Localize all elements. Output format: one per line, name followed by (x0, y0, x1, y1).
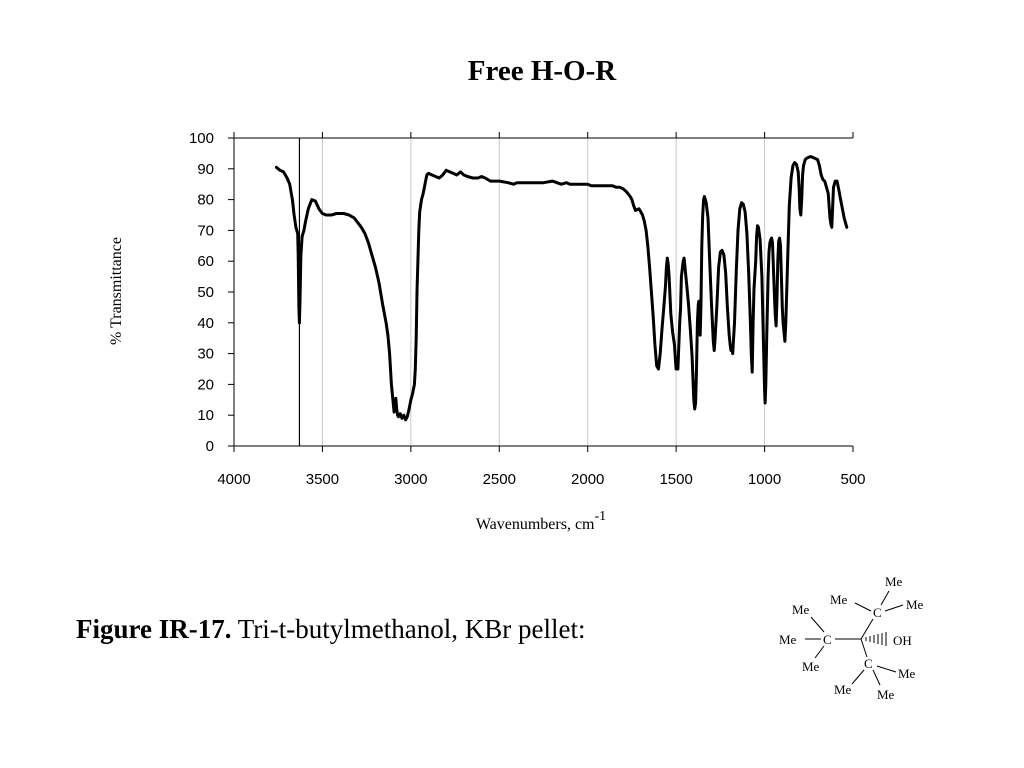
atom-me: Me (898, 666, 916, 681)
series-line (274, 155, 849, 422)
atom-c: C (823, 632, 832, 647)
y-tick-label: 50 (197, 284, 214, 301)
x-axis-label: Wavenumbers, cm-1 (476, 509, 606, 533)
hashed-wedge-bond (865, 632, 887, 646)
x-axis-ticks: 4000 3500 3000 2500 2000 1500 1000 500 (217, 132, 866, 488)
x-tick-label: 3000 (394, 471, 427, 488)
y-axis-label: % Transmittance (108, 237, 125, 345)
figure-label: Figure IR-17. (76, 614, 232, 644)
series-group (274, 155, 849, 422)
figure-caption: Figure IR-17. Tri-t-butylmethanol, KBr p… (76, 614, 585, 645)
atom-me: Me (830, 592, 848, 607)
y-tick-label: 10 (197, 407, 214, 424)
atom-me: Me (885, 574, 903, 589)
x-tick-label: 1500 (659, 471, 692, 488)
bond (876, 665, 897, 673)
x-axis-label-superscript: -1 (595, 509, 607, 524)
atom-me: Me (792, 602, 810, 617)
y-tick-label: 80 (197, 192, 214, 209)
atom-c: C (873, 605, 882, 620)
x-tick-label: 1000 (748, 471, 781, 488)
bond (860, 618, 874, 640)
x-tick-label: 2000 (571, 471, 604, 488)
y-tick-label: 0 (206, 438, 214, 455)
x-axis-label-text: Wavenumbers, cm (476, 516, 595, 533)
bond (851, 669, 865, 685)
x-tick-label: 2500 (483, 471, 516, 488)
figure-description: Tri-t-butylmethanol, KBr pellet: (231, 614, 586, 644)
bond (884, 604, 904, 612)
x-tick-label: 4000 (217, 471, 250, 488)
y-tick-label: 20 (197, 376, 214, 393)
atom-oh: OH (893, 633, 912, 648)
chart-title: Free H-O-R (468, 55, 617, 87)
bond (860, 638, 868, 658)
atom-me: Me (802, 659, 820, 674)
x-tick-label: 500 (840, 471, 865, 488)
y-tick-label: 90 (197, 161, 214, 178)
x-tick-label: 3500 (306, 471, 339, 488)
bond (872, 669, 881, 686)
atom-me: Me (906, 597, 924, 612)
y-tick-label: 40 (197, 315, 214, 332)
atom-me: Me (779, 632, 797, 647)
bond (814, 645, 825, 659)
molecule-structure: Me Me C Me Me Me C Me OH C Me Me Me (779, 574, 924, 702)
y-tick-label: 30 (197, 346, 214, 363)
bond (854, 602, 872, 612)
atom-me: Me (877, 687, 895, 702)
atom-me: Me (834, 682, 852, 697)
y-tick-label: 100 (189, 130, 214, 147)
grid-lines (321, 138, 766, 446)
y-tick-label: 60 (197, 253, 214, 270)
bond (880, 590, 890, 606)
y-tick-label: 70 (197, 222, 214, 239)
bond (810, 616, 825, 633)
atom-c: C (864, 656, 873, 671)
